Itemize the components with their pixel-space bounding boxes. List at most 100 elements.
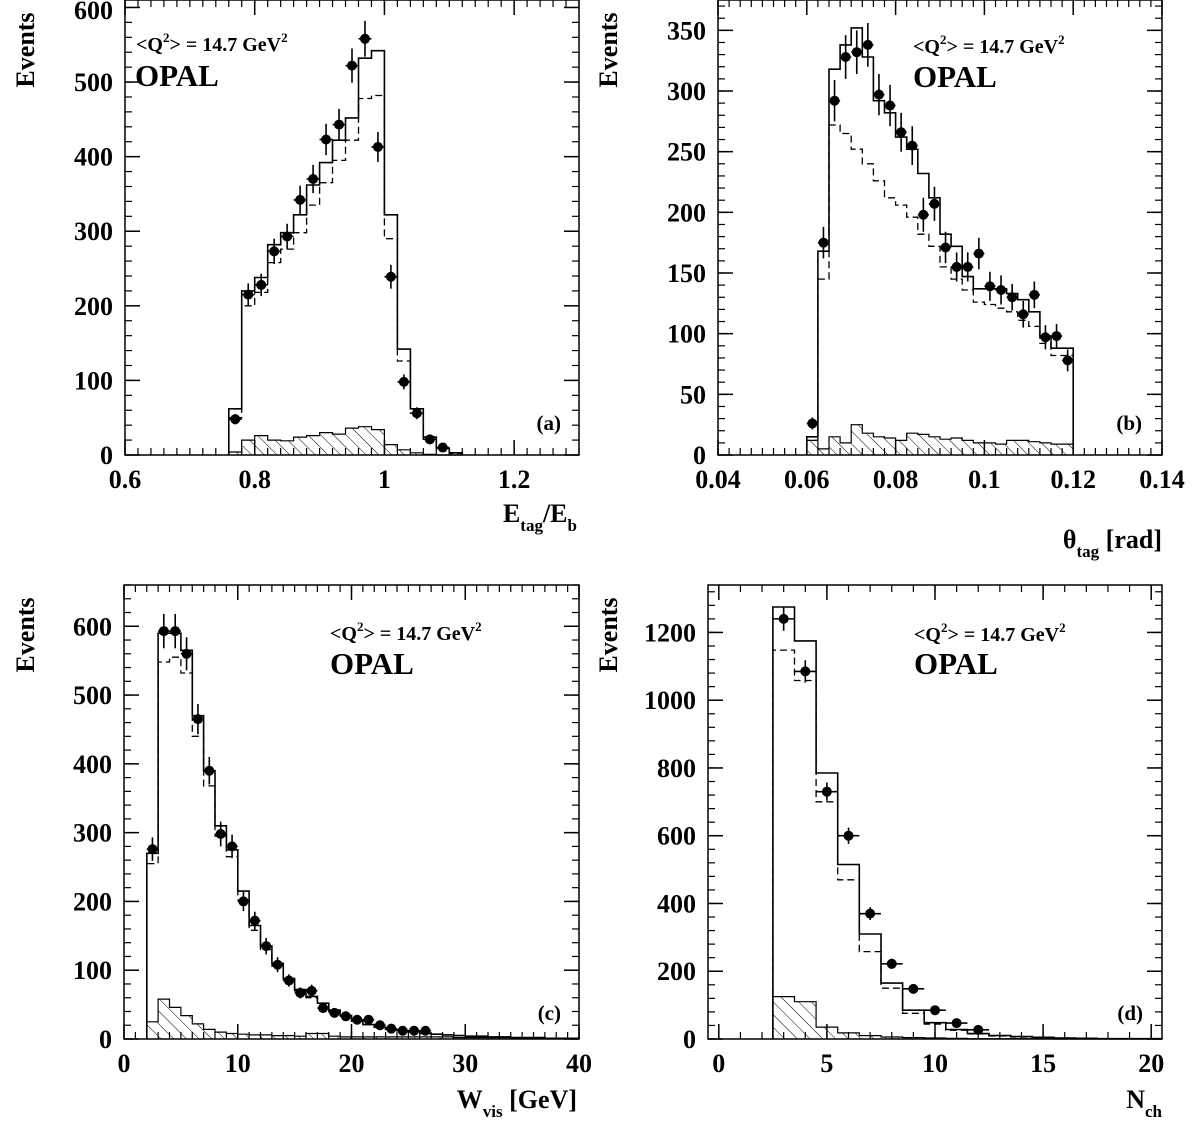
panel-d-data-point	[908, 983, 919, 994]
panel-a-y-tick-label: 500	[74, 68, 113, 97]
panel-d-y-tick-label: 200	[657, 957, 696, 986]
panel-a-data-point	[321, 134, 332, 145]
panel-a: 0.6 0.8 1 1.2 0 100 200 300 400 500 600 Events <Q2…	[11, 0, 580, 535]
panel-c-x-tick-label: 20	[339, 1049, 365, 1078]
panel-b-data-point	[973, 248, 984, 259]
panel-a-ylabel: Events	[11, 12, 40, 87]
panel-c-data-point	[340, 1011, 351, 1022]
panel-d-x-tick-label: 15	[1030, 1049, 1056, 1078]
panel-b-x-tick-label: 0.14	[1139, 465, 1185, 494]
panel-b-y-tick-label: 300	[667, 77, 706, 106]
panel-b-data-point	[1018, 309, 1029, 320]
panel-c-y-tick-label: 400	[73, 750, 112, 779]
panel-c-data-point	[409, 1025, 420, 1036]
panel-d-q2-label: <Q2> = 14.7 GeV2	[914, 620, 1066, 646]
panel-b-data-point	[829, 95, 840, 106]
panel-a-mc-dashed-hist	[228, 94, 463, 455]
panel-a-panel-label: (a)	[537, 411, 562, 435]
panel-d-experiment: OPAL	[914, 646, 998, 681]
panel-a-y-tick-label: 400	[74, 143, 113, 172]
panel-a-data-point	[295, 194, 306, 205]
panel-b-x-tick-label: 0.08	[873, 465, 919, 494]
panel-c-data-point	[238, 896, 249, 907]
panel-c-data-point	[306, 985, 317, 996]
panel-b-y-tick-label: 50	[680, 380, 706, 409]
panel-c-data-point	[249, 915, 260, 926]
panel-c-x-tick-label: 10	[225, 1049, 251, 1078]
panel-b-data-point	[1062, 355, 1073, 366]
panel-b-data-point	[896, 127, 907, 138]
panel-d-x-tick-label: 5	[820, 1049, 833, 1078]
panel-d-y-tick-label: 400	[657, 889, 696, 918]
panel-a-data-point	[334, 119, 345, 130]
panel-c-y-tick-label: 500	[73, 681, 112, 710]
panel-d-data-point	[973, 1024, 984, 1035]
panel-a-data-point	[243, 289, 254, 300]
panel-d-y-tick-label: 800	[657, 754, 696, 783]
panel-a-data-point	[385, 271, 396, 282]
panel-a-data-point	[308, 174, 319, 185]
panel-a-data-point	[269, 246, 280, 257]
panel-b-ylabel: Events	[594, 12, 623, 87]
panel-c-mc-dashed-hist	[146, 656, 580, 1039]
panel-d-y-tick-label: 1200	[644, 618, 696, 647]
panel-a-data-point	[230, 414, 241, 425]
panel-b-xlabel: θtag [rad]	[1063, 525, 1162, 561]
panel-a-x-tick-label: 0.8	[238, 465, 271, 494]
panel-c-data-point	[261, 941, 272, 952]
panel-d-ylabel: Events	[594, 597, 623, 672]
panel-b-data-point	[962, 261, 973, 272]
panel-b-y-tick-label: 0	[693, 441, 706, 470]
panel-b-background-hist	[806, 424, 1074, 455]
panel-c-data-point	[158, 626, 169, 637]
panel-b-data-point	[1051, 331, 1062, 342]
panel-b-data-point	[1007, 292, 1018, 303]
panel-c-data-point	[272, 959, 283, 970]
panel-c-experiment: OPAL	[330, 646, 414, 681]
panel-c-data-point	[386, 1023, 397, 1034]
panel-c-xlabel: Wvis [GeV]	[457, 1085, 577, 1121]
panel-d-x-tick-label: 10	[922, 1049, 948, 1078]
panel-b-data-point	[907, 140, 918, 151]
panel-a-frame	[124, 0, 580, 456]
panel-c-y-tick-label: 100	[73, 956, 112, 985]
panel-c-data-point	[352, 1014, 363, 1025]
panel-b-y-tick-label: 350	[667, 16, 706, 45]
panel-d-mc-dashed-hist	[772, 649, 1163, 1040]
panel-b-mc-total-hist	[806, 27, 1074, 455]
panel-b-data-point	[951, 261, 962, 272]
panel-a-data-point	[256, 279, 267, 290]
panel-c-mc-total-hist	[146, 632, 580, 1040]
panel-a-mc-total-hist	[228, 49, 464, 455]
panel-d-panel-label: (d)	[1117, 1001, 1143, 1025]
panel-c-y-tick-label: 0	[99, 1025, 112, 1054]
panel-b-data-point	[840, 52, 851, 63]
panel-b-x-tick-label: 0.06	[784, 465, 830, 494]
panel-b-x-tick-label: 0.04	[695, 465, 741, 494]
panel-c-data-point	[374, 1020, 385, 1031]
panel-c-data-point	[318, 1003, 329, 1014]
panel-c-data-point	[170, 626, 181, 637]
panel-b-data-point	[1029, 289, 1040, 300]
panel-d-data-point	[843, 830, 854, 841]
panel-d-data-point	[865, 908, 876, 919]
panel-a-y-tick-label: 200	[74, 292, 113, 321]
panel-d-data-point	[886, 958, 897, 969]
panel-b-data-point	[862, 39, 873, 50]
panel-a-data-point	[398, 376, 409, 387]
panel-c-frame	[123, 584, 580, 1040]
panel-c-data-point	[215, 829, 226, 840]
panel-c-data-point	[397, 1025, 408, 1036]
panel-b-y-tick-label: 150	[667, 259, 706, 288]
panel-a-y-tick-label: 0	[100, 441, 113, 470]
panel-a-data-point	[359, 33, 370, 44]
panel-a-data-point	[424, 434, 435, 445]
panel-b-data-point	[984, 281, 995, 292]
panel-a-data-point	[372, 141, 383, 152]
panel-a-data-point	[282, 231, 293, 242]
panel-b-data-point	[996, 284, 1007, 295]
